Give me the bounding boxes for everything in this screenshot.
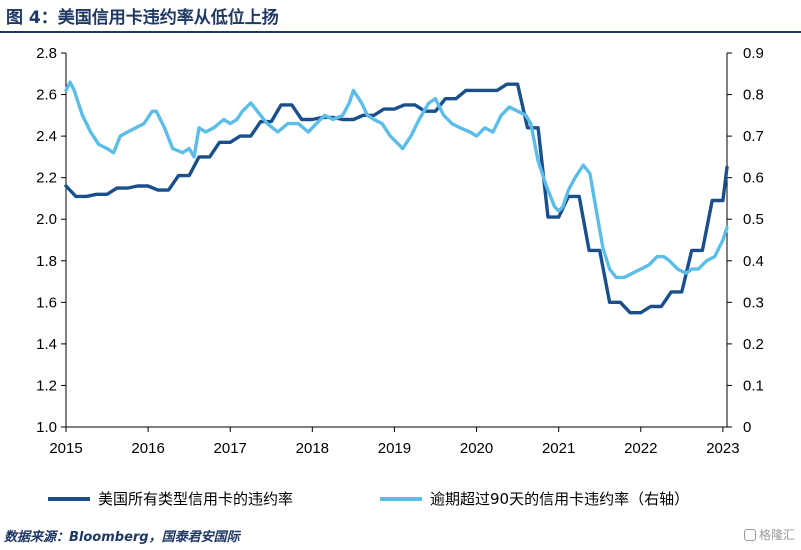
left-tick-label: 2.6	[36, 87, 57, 104]
x-tick-label: 2022	[624, 440, 657, 457]
chart-axes	[65, 53, 728, 428]
series-line-all-cards	[64, 82, 729, 315]
legend-item-all-cards: 美国所有类型信用卡的违约率	[48, 488, 293, 509]
legend-item-90-days: 逾期超过90天的信用卡违约率（右轴）	[380, 488, 689, 509]
x-tick-label: 2016	[131, 440, 164, 457]
left-tick-label: 1.2	[36, 377, 57, 394]
right-tick-label: 0.7	[743, 128, 764, 145]
left-tick-label: 2.8	[36, 45, 57, 62]
left-tick-label: 1.0	[36, 419, 57, 436]
left-tick-label: 1.6	[36, 294, 57, 311]
right-tick-label: 0.4	[743, 253, 764, 270]
right-tick-label: 0.1	[743, 377, 764, 394]
watermark: 格隆汇	[743, 526, 795, 543]
series-line-90-days	[64, 80, 729, 280]
right-axis-ticks: 0 0.1 0.2 0.3 0.4 0.5 0.6 0.7 0.8 0.9	[727, 45, 764, 436]
legend: 美国所有类型信用卡的违约率 逾期超过90天的信用卡违约率（右轴）	[0, 488, 801, 512]
x-tick-label: 2023	[706, 440, 739, 457]
watermark-logo-icon	[743, 528, 756, 541]
left-tick-label: 2.4	[36, 128, 57, 145]
title-divider	[0, 31, 801, 33]
x-tick-label: 2018	[296, 440, 329, 457]
legend-swatch-90-days	[380, 496, 422, 501]
right-tick-label: 0	[743, 419, 751, 436]
x-tick-label: 2019	[378, 440, 411, 457]
x-axis-ticks: 2015 2016 2017 2018 2019 2020 2021 2022 2023	[49, 427, 740, 457]
legend-swatch-all-cards	[48, 496, 90, 501]
left-tick-label: 2.0	[36, 211, 57, 228]
left-tick-label: 2.2	[36, 170, 57, 187]
right-tick-label: 0.9	[743, 45, 764, 62]
figure-title: 图 4：美国信用卡违约率从低位上扬	[6, 8, 279, 28]
legend-label-90-days: 逾期超过90天的信用卡违约率（右轴）	[430, 490, 690, 508]
right-tick-label: 0.2	[743, 336, 764, 353]
left-axis-ticks: 1.0 1.2 1.4 1.6 1.8 2.0 2.2 2.4 2.6 2.8	[36, 45, 66, 436]
legend-label-all-cards: 美国所有类型信用卡的违约率	[98, 490, 294, 508]
left-tick-label: 1.8	[36, 253, 57, 270]
right-tick-label: 0.8	[743, 87, 764, 104]
left-tick-label: 1.4	[36, 336, 57, 353]
right-tick-label: 0.6	[743, 170, 764, 187]
x-tick-label: 2020	[460, 440, 493, 457]
x-tick-label: 2021	[542, 440, 575, 457]
right-tick-label: 0.3	[743, 294, 764, 311]
x-tick-label: 2015	[49, 440, 82, 457]
x-tick-label: 2017	[214, 440, 247, 457]
watermark-text: 格隆汇	[758, 528, 795, 542]
series-lines	[64, 80, 729, 315]
line-chart: 1.0 1.2 1.4 1.6 1.8 2.0 2.2 2.4 2.6 2.8 0 0.1 0.2 0.…	[36, 45, 764, 457]
right-tick-label: 0.5	[743, 211, 764, 228]
source-note: 数据来源：Bloomberg，国泰君安国际	[4, 530, 240, 545]
